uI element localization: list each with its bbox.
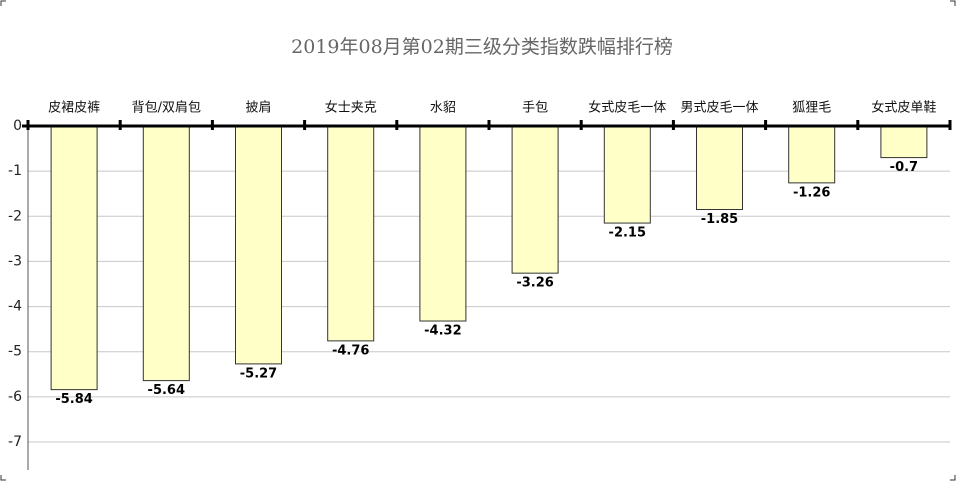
bar	[511, 125, 559, 274]
bar	[788, 125, 836, 184]
x-tick-label: 男式皮毛一体	[680, 101, 758, 116]
value-label: -0.7	[890, 160, 918, 175]
chart-title: 2019年08月第02期三级分类指数跌幅排行榜	[291, 36, 673, 58]
value-label: -5.27	[240, 366, 277, 381]
y-tick-label: -2	[8, 208, 22, 224]
value-label: -1.26	[793, 185, 830, 200]
bar	[327, 125, 375, 342]
x-tick-label: 手包	[522, 101, 548, 116]
bar	[235, 125, 282, 365]
value-label: -4.76	[332, 343, 369, 358]
value-label: -1.85	[701, 212, 738, 227]
y-tick-label: -5	[8, 344, 22, 360]
value-label: -2.15	[609, 226, 646, 241]
bar	[142, 125, 190, 382]
y-tick-label: -3	[8, 253, 22, 269]
y-tick-label: -1	[8, 163, 22, 179]
bar	[603, 125, 651, 224]
x-tick-label: 皮裙皮裤	[48, 101, 100, 116]
x-tick-label: 女士夹克	[325, 100, 377, 116]
x-tick-label: 披肩	[245, 100, 271, 116]
x-tick-label: 女式皮毛一体	[588, 100, 666, 116]
y-tick-label: 0	[13, 118, 22, 134]
x-tick-label: 背包/双肩包	[132, 100, 201, 116]
x-tick-label: 水貂	[430, 101, 456, 116]
x-tick-label: 狐狸毛	[792, 101, 831, 116]
value-label: -5.64	[148, 383, 185, 398]
y-tick-label: -6	[8, 389, 22, 405]
bar	[50, 125, 98, 391]
y-tick-label: -7	[8, 434, 22, 450]
bar	[880, 125, 928, 159]
bar	[696, 125, 743, 211]
value-label: -4.32	[424, 324, 461, 339]
value-label: -5.84	[55, 392, 92, 407]
bar	[419, 125, 467, 322]
value-label: -3.26	[516, 276, 553, 291]
y-tick-label: -4	[8, 299, 22, 315]
x-tick-label: 女式皮单鞋	[871, 100, 936, 116]
